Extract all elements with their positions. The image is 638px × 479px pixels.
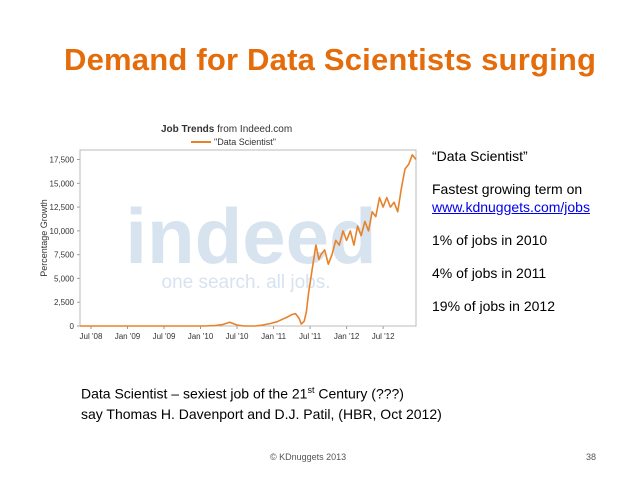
y-tick-label: 0 — [70, 322, 75, 331]
x-tick-label: Jan '09 — [115, 332, 141, 341]
y-ticks: 0 2,500 5,000 7,500 10,000 12,500 15,000 17,500 — [50, 156, 80, 331]
y-tick-label: 15,000 — [50, 179, 75, 188]
x-tick-label: Jul '10 — [226, 332, 249, 341]
x-ticks: Jul '08 Jan '09 Jul '09 Jan '10 Jul '10 Jan '… — [80, 326, 395, 341]
y-axis-label: Percentage Growth — [39, 199, 49, 277]
quote-line-2: say Thomas H. Davenport and D.J. Patil, … — [81, 405, 442, 422]
x-tick-label: Jul '12 — [372, 332, 395, 341]
x-tick-label: Jul '11 — [299, 332, 322, 341]
y-tick-label: 2,500 — [54, 298, 75, 307]
legend-label: "Data Scientist" — [214, 137, 276, 147]
x-tick-label: Jan '12 — [334, 332, 360, 341]
footer-copyright: © KDnuggets 2013 — [270, 452, 347, 462]
note-stat-2012: 19% of jobs in 2012 — [432, 298, 555, 314]
x-tick-label: Jan '11 — [261, 332, 287, 341]
y-tick-label: 5,000 — [54, 274, 75, 283]
y-tick-label: 17,500 — [50, 156, 75, 165]
page-number: 38 — [586, 452, 597, 462]
note-fastest-line: Fastest growing term on — [432, 181, 583, 197]
quote-line-1: Data Scientist – sexiest job of the 21st… — [81, 385, 404, 402]
chart-title: Job Trends from Indeed.com — [161, 124, 292, 135]
side-notes: “Data Scientist” Fastest growing term on… — [432, 147, 590, 330]
job-trends-chart: Job Trends from Indeed.com "Data Scienti… — [36, 118, 421, 343]
chart-svg: Job Trends from Indeed.com "Data Scienti… — [39, 124, 417, 341]
y-tick-label: 7,500 — [54, 251, 75, 260]
note-stat-2010: 1% of jobs in 2010 — [432, 232, 548, 248]
note-term: “Data Scientist” — [432, 148, 528, 164]
quote-block: Data Scientist – sexiest job of the 21st… — [81, 380, 442, 424]
note-fastest: Fastest growing term on www.kdnuggets.co… — [432, 180, 590, 216]
kdnuggets-jobs-link[interactable]: www.kdnuggets.com/jobs — [432, 199, 590, 215]
y-tick-label: 10,000 — [50, 227, 75, 236]
watermark-tagline: one search. all jobs. — [162, 272, 331, 293]
watermark-logo: indeed — [125, 192, 376, 280]
x-tick-label: Jul '09 — [153, 332, 176, 341]
slide-title: Demand for Data Scientists surging — [64, 42, 597, 77]
series-line-data-scientist — [80, 154, 417, 327]
note-stat-2011: 4% of jobs in 2011 — [432, 265, 547, 281]
x-tick-label: Jan '10 — [188, 332, 214, 341]
x-tick-label: Jul '08 — [80, 332, 103, 341]
y-tick-label: 12,500 — [50, 203, 75, 212]
